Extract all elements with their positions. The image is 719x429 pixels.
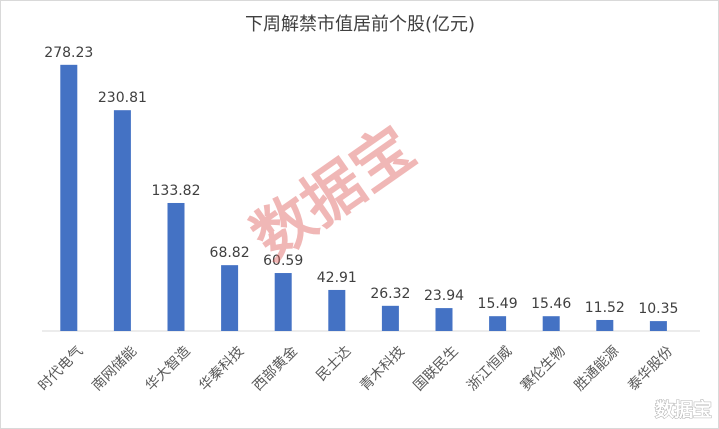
category-label-7: 青木科技: [357, 343, 408, 394]
value-label-7: 26.32: [370, 286, 410, 302]
chart-title: 下周解禁市值居前个股(亿元): [245, 14, 475, 35]
category-label-5: 西部黄金: [249, 343, 301, 395]
value-label-5: 60.59: [263, 253, 303, 269]
watermark-logo: 数据宝: [240, 113, 428, 274]
value-label-1: 278.23: [44, 45, 93, 61]
category-label-11: 胜通能源: [572, 343, 623, 394]
value-label-12: 10.35: [638, 301, 678, 317]
category-label-9: 浙江恒威: [464, 343, 515, 394]
bar-5: [274, 273, 292, 331]
watermark-corner-logo: 数据宝: [655, 398, 712, 421]
value-label-2: 230.81: [98, 90, 147, 106]
category-label-6: 民士达: [313, 343, 354, 384]
category-label-2: 南网储能: [89, 343, 140, 394]
bar-12: [649, 321, 667, 331]
value-label-10: 15.46: [531, 296, 571, 312]
bar-4: [221, 265, 239, 331]
bar-8: [435, 308, 453, 331]
bar-3: [167, 202, 185, 331]
bars-group: [60, 64, 667, 331]
category-label-12: 泰华股份: [625, 343, 676, 394]
value-label-3: 133.82: [152, 183, 201, 199]
bar-6: [328, 289, 346, 331]
value-label-6: 42.91: [317, 270, 357, 286]
bar-11: [596, 319, 614, 331]
category-label-4: 华秦科技: [196, 343, 247, 394]
value-labels-group: 278.23 230.81 133.82 68.82 60.59 42.91 26.32 23…: [44, 45, 678, 317]
bar-9: [489, 316, 507, 331]
value-label-11: 11.52: [585, 300, 625, 316]
value-label-9: 15.49: [478, 296, 518, 312]
bar-7: [381, 305, 399, 331]
bar-2: [113, 110, 131, 331]
category-label-1: 时代电气: [36, 343, 87, 394]
category-label-10: 赛伦生物: [518, 343, 569, 394]
category-label-8: 国联民生: [411, 343, 462, 394]
category-label-3: 华大智造: [143, 343, 194, 394]
value-label-4: 68.82: [210, 245, 250, 261]
bar-1: [60, 64, 78, 331]
value-label-8: 23.94: [424, 288, 464, 304]
bar-10: [542, 316, 560, 331]
category-labels-group: 时代电气 南网储能 华大智造 华秦科技 西部黄金 民士达 青木科技 国联民生 浙江恒威 赛伦生物胜…: [36, 343, 677, 395]
